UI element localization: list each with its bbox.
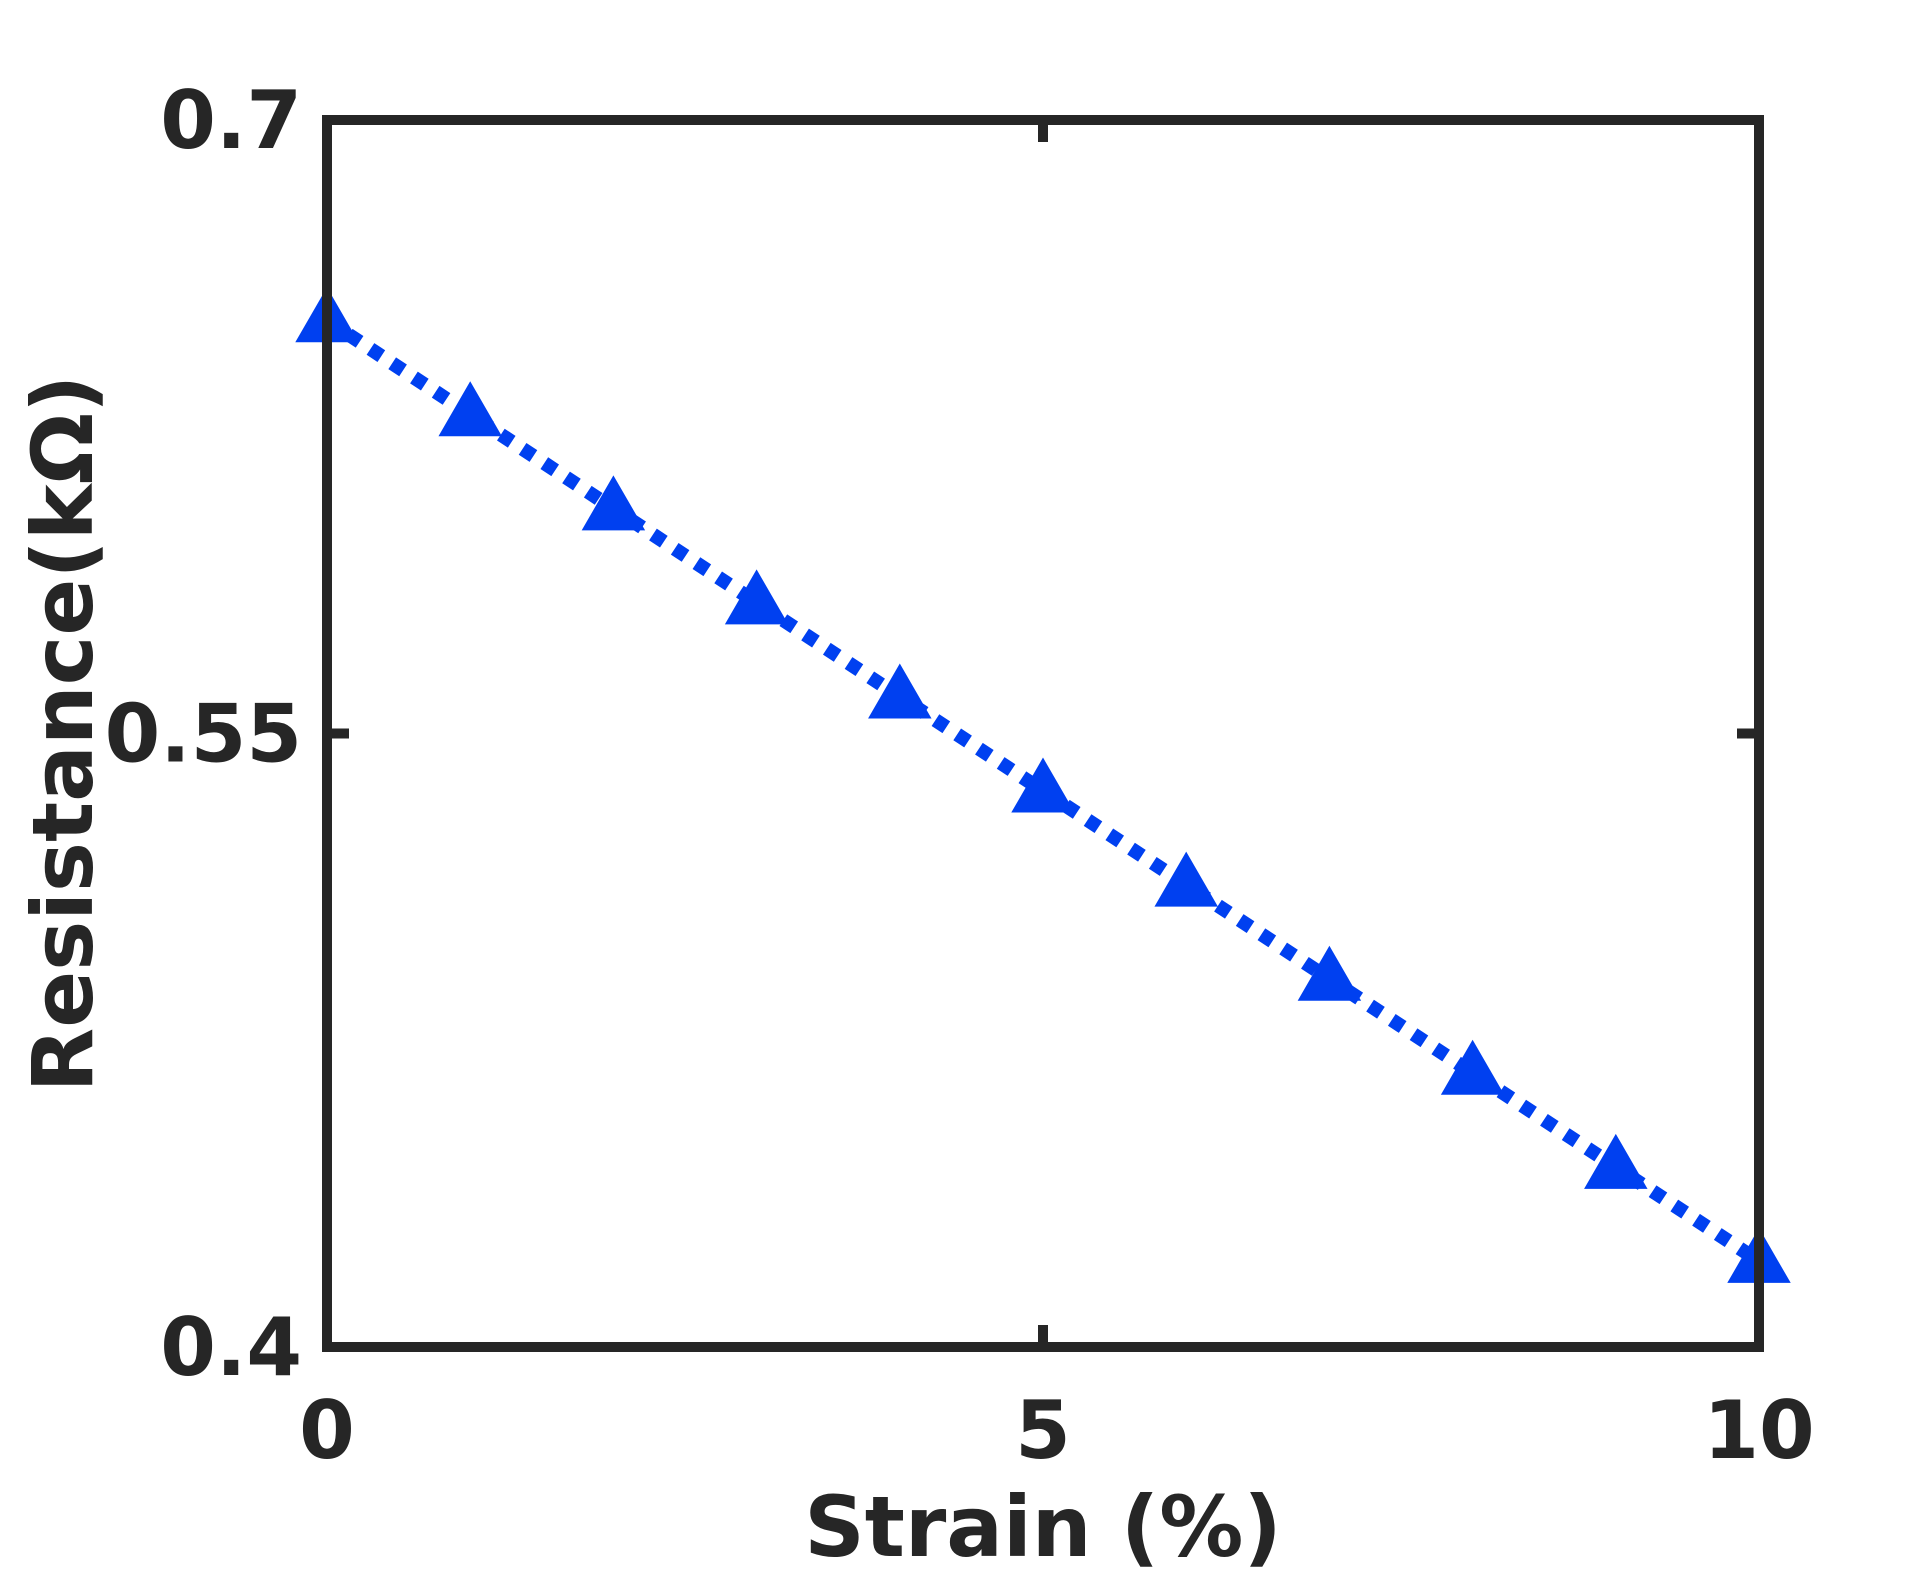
data-point-marker xyxy=(868,663,932,719)
y-tick-label: 0.55 xyxy=(105,688,302,781)
data-point-marker xyxy=(1440,1039,1505,1095)
x-tick-label: 5 xyxy=(1015,1384,1071,1477)
data-point-marker xyxy=(1584,1133,1648,1189)
data-point-marker xyxy=(438,381,502,437)
data-point-marker xyxy=(581,475,646,531)
y-axis-label: Resistance(kΩ) xyxy=(14,375,112,1093)
data-point-marker xyxy=(1154,851,1218,907)
data-point-marker xyxy=(1297,945,1362,1001)
x-tick-label: 0 xyxy=(299,1384,355,1477)
x-axis-label: Strain (%) xyxy=(804,1478,1282,1571)
y-tick-label: 0.4 xyxy=(160,1301,302,1394)
y-tick-label: 0.7 xyxy=(160,74,302,167)
ticks-group: 0 5 10 0.4 0.55 0.7 xyxy=(105,74,1815,1477)
data-point-marker xyxy=(1011,757,1075,813)
data-point-marker xyxy=(724,569,789,625)
x-tick-label: 10 xyxy=(1703,1384,1814,1477)
series-group xyxy=(295,287,1791,1283)
